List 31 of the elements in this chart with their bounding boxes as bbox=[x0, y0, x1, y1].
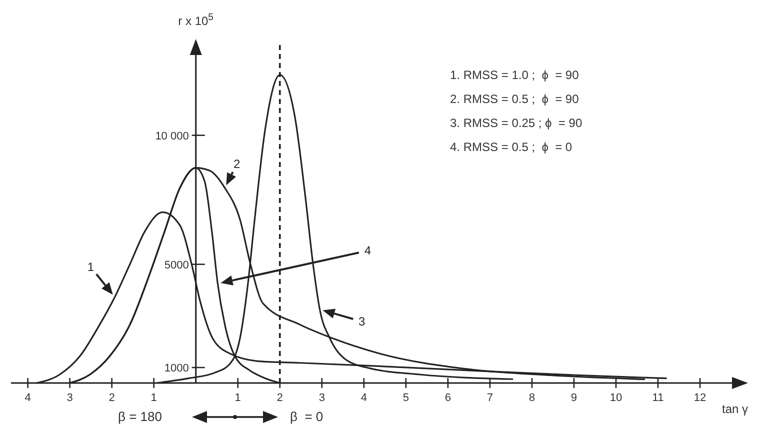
text: β = 180 bbox=[118, 409, 162, 424]
x-tick-label: 1 bbox=[234, 392, 241, 404]
annotation: 1. RMSS = 1.0 ; ϕ = 90 bbox=[450, 68, 580, 82]
x-tick-label: 12 bbox=[694, 392, 706, 404]
legend-label: 3 bbox=[358, 314, 366, 328]
x-tick-label: 9 bbox=[570, 392, 578, 404]
annotation: 4. RMSS = 0.5 ; ϕ = 0 bbox=[450, 140, 572, 154]
annotation: 2. RMSS = 0.5 ; ϕ = 90 bbox=[450, 92, 580, 106]
x-tick-label: 1 bbox=[150, 392, 157, 404]
x-tick-label: 11 bbox=[652, 392, 664, 404]
y-axis-title: r x 10$^{5}$ bbox=[178, 12, 214, 28]
x-tick-label: 4 bbox=[360, 392, 367, 404]
text: 4 bbox=[364, 244, 372, 258]
text: 1 bbox=[87, 260, 94, 274]
x-tick-label: 10 bbox=[610, 392, 622, 404]
x-axis-title: tan γ bbox=[722, 402, 748, 416]
x-tick-label: 6 bbox=[444, 392, 451, 404]
annotation: 3. RMSS = 0.25 ; ϕ = 90 bbox=[450, 116, 582, 130]
x-tick-label: 2 bbox=[276, 392, 283, 404]
x-tick-label: 2 bbox=[108, 392, 115, 404]
x-tick-label: 7 bbox=[486, 392, 493, 404]
text: β = 0 bbox=[290, 409, 324, 424]
x-tick-label: 8 bbox=[528, 392, 536, 404]
x-tick-label: 3 bbox=[318, 392, 325, 404]
series-label: 2 bbox=[233, 156, 240, 171]
y-tick-label: 10 000 bbox=[155, 130, 189, 142]
x-tick-label: 5 bbox=[402, 392, 409, 404]
x-tick-label: 4 bbox=[24, 392, 31, 404]
y-tick-label: 1000 bbox=[164, 362, 189, 375]
x-tick-label: 3 bbox=[66, 392, 73, 404]
y-tick-label: 5000 bbox=[164, 259, 189, 272]
